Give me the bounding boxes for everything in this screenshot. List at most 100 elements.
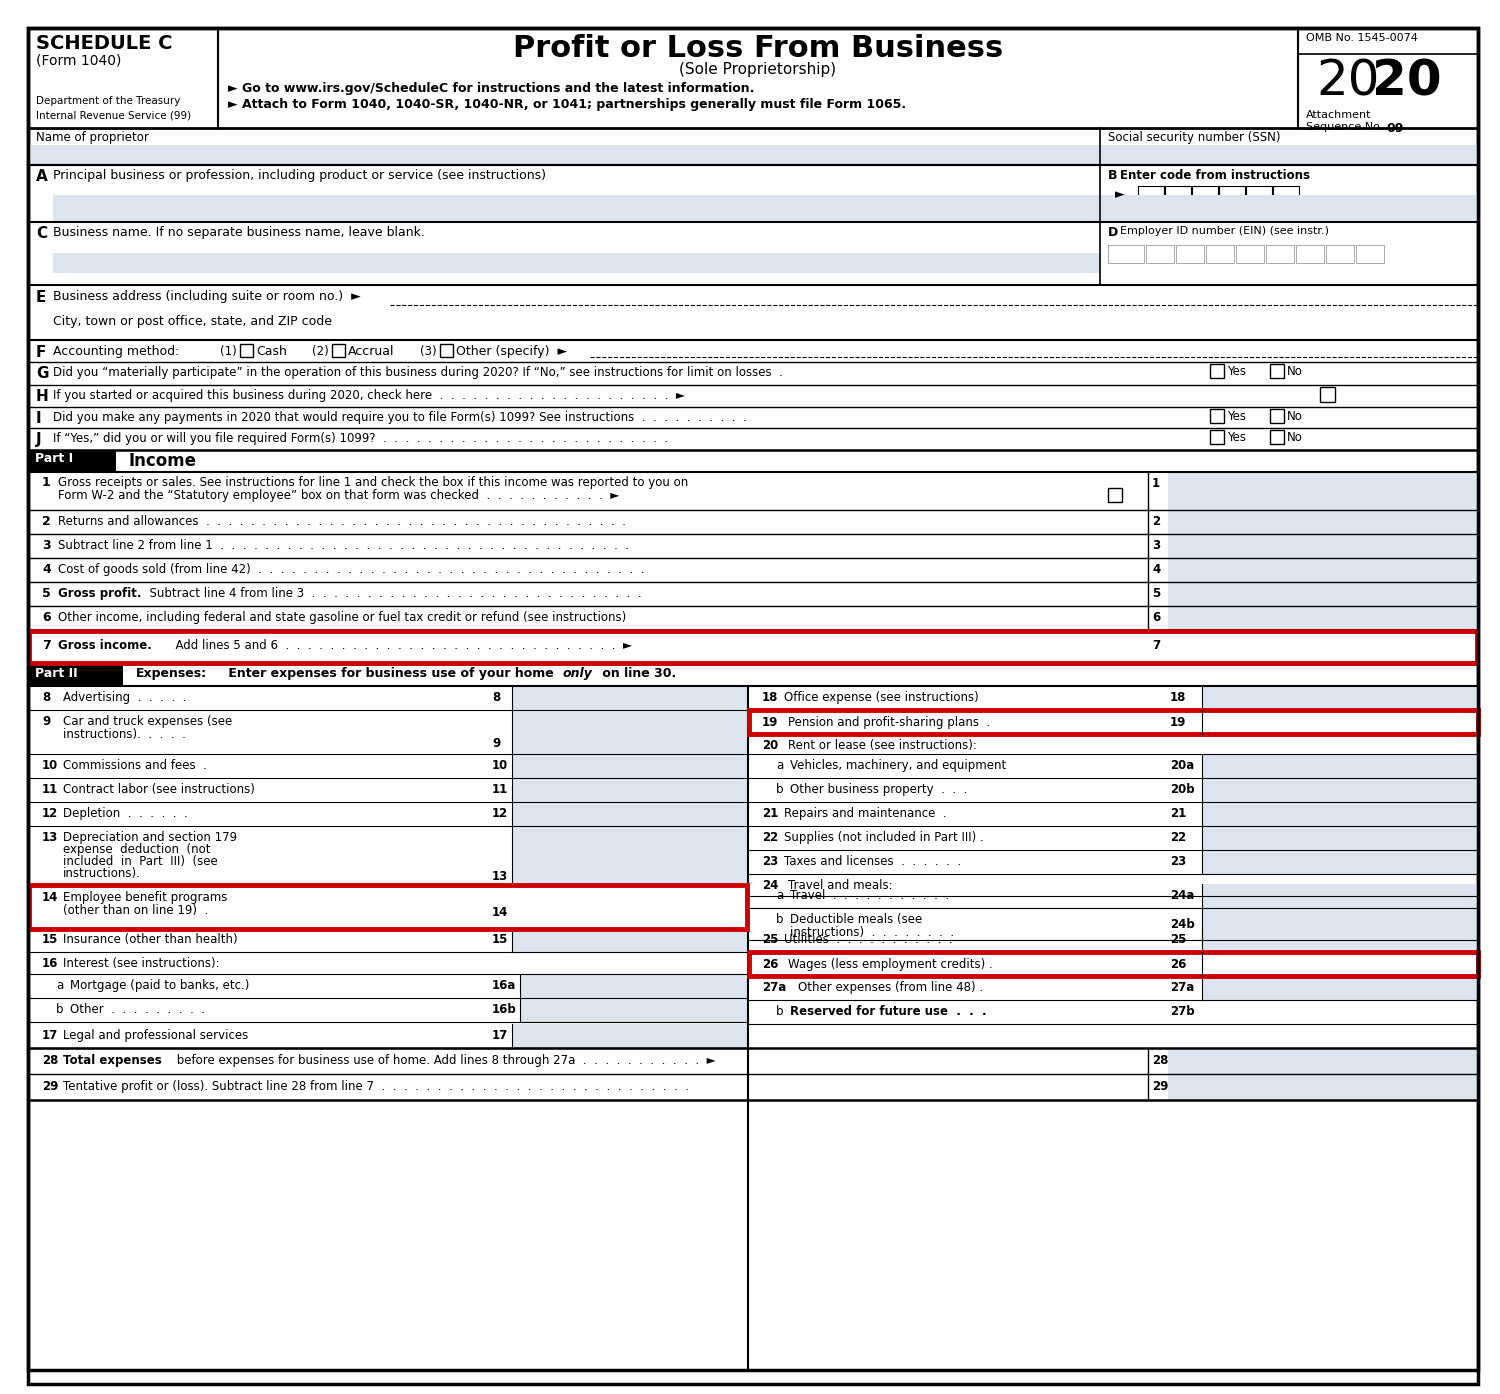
Text: a: a bbox=[776, 889, 783, 902]
Bar bbox=[28, 450, 116, 473]
Text: Did you “materially participate” in the operation of this business during 2020? : Did you “materially participate” in the … bbox=[53, 367, 783, 379]
Bar bbox=[53, 252, 1100, 273]
Text: 20: 20 bbox=[1372, 59, 1442, 106]
Text: (Form 1040): (Form 1040) bbox=[36, 54, 122, 68]
Text: 16b: 16b bbox=[492, 1004, 516, 1016]
Bar bbox=[1203, 778, 1478, 802]
Text: b: b bbox=[776, 1005, 783, 1018]
Text: Supplies (not included in Part III) .: Supplies (not included in Part III) . bbox=[784, 831, 984, 843]
Bar bbox=[1168, 630, 1478, 664]
Text: Enter code from instructions: Enter code from instructions bbox=[1120, 169, 1310, 183]
Text: ►: ► bbox=[1114, 188, 1125, 201]
Bar bbox=[1274, 185, 1299, 204]
Text: 3: 3 bbox=[1152, 539, 1160, 552]
Text: Principal business or profession, including product or service (see instructions: Principal business or profession, includ… bbox=[53, 169, 546, 183]
Text: Pension and profit-sharing plans  .: Pension and profit-sharing plans . bbox=[788, 717, 990, 729]
Bar bbox=[1206, 245, 1234, 263]
Bar bbox=[1210, 408, 1224, 422]
Text: expense  deduction  (not: expense deduction (not bbox=[63, 843, 210, 856]
Text: 23: 23 bbox=[762, 855, 778, 868]
Text: 7: 7 bbox=[1152, 638, 1160, 652]
Bar bbox=[513, 686, 748, 710]
Text: 22: 22 bbox=[1170, 831, 1186, 843]
Text: Profit or Loss From Business: Profit or Loss From Business bbox=[513, 33, 1004, 63]
Text: Business name. If no separate business name, leave blank.: Business name. If no separate business n… bbox=[53, 226, 424, 238]
Text: Enter expenses for business use of your home: Enter expenses for business use of your … bbox=[224, 666, 558, 680]
Bar bbox=[1192, 185, 1218, 204]
Text: 22: 22 bbox=[762, 831, 778, 843]
Text: C: C bbox=[36, 226, 46, 241]
Text: 29: 29 bbox=[1152, 1080, 1168, 1093]
Bar bbox=[1176, 245, 1204, 263]
Text: 8: 8 bbox=[42, 691, 51, 704]
Text: Travel  .  .  .  .  .  .  .  .  .  .  .: Travel . . . . . . . . . . . bbox=[790, 889, 950, 902]
Text: (Sole Proprietorship): (Sole Proprietorship) bbox=[680, 61, 837, 77]
Text: No: No bbox=[1287, 431, 1304, 445]
Bar bbox=[1203, 686, 1478, 710]
Text: 12: 12 bbox=[42, 807, 58, 820]
Text: 2: 2 bbox=[1152, 514, 1160, 528]
Text: (1): (1) bbox=[220, 344, 237, 358]
Text: Depletion  .  .  .  .  .  .: Depletion . . . . . . bbox=[63, 807, 188, 820]
Bar bbox=[1108, 245, 1144, 263]
Bar bbox=[1203, 827, 1478, 850]
Text: 24b: 24b bbox=[1170, 919, 1194, 931]
Text: Employee benefit programs: Employee benefit programs bbox=[63, 891, 228, 903]
Text: ► Go to www.irs.gov/ScheduleC for instructions and the latest information.: ► Go to www.irs.gov/ScheduleC for instru… bbox=[228, 82, 754, 95]
Bar bbox=[332, 344, 345, 357]
Bar bbox=[1270, 408, 1284, 422]
Text: Other income, including federal and state gasoline or fuel tax credit or refund : Other income, including federal and stat… bbox=[58, 611, 627, 625]
Text: 2: 2 bbox=[42, 514, 51, 528]
Text: 16: 16 bbox=[42, 958, 58, 970]
Bar bbox=[513, 802, 748, 827]
Text: I: I bbox=[36, 411, 42, 427]
Text: Social security number (SSN): Social security number (SSN) bbox=[1108, 131, 1281, 144]
Bar bbox=[1168, 606, 1478, 630]
Text: instructions)  .  .  .  .  .  .  .  .: instructions) . . . . . . . . bbox=[790, 926, 954, 940]
Text: 24: 24 bbox=[762, 880, 778, 892]
Text: 5: 5 bbox=[1152, 587, 1161, 599]
Bar bbox=[513, 778, 748, 802]
Text: Internal Revenue Service (99): Internal Revenue Service (99) bbox=[36, 110, 190, 120]
Text: Form W-2 and the “Statutory employee” box on that form was checked  .  .  .  .  : Form W-2 and the “Statutory employee” bo… bbox=[58, 489, 620, 502]
Text: 8: 8 bbox=[492, 691, 500, 704]
Bar bbox=[513, 754, 748, 778]
Text: City, town or post office, state, and ZIP code: City, town or post office, state, and ZI… bbox=[53, 315, 332, 328]
Text: Expenses:: Expenses: bbox=[136, 666, 207, 680]
Text: Subtract line 2 from line 1  .  .  .  .  .  .  .  .  .  .  .  .  .  .  .  .  .  : Subtract line 2 from line 1 . . . . . . … bbox=[58, 539, 628, 552]
Text: Total expenses: Total expenses bbox=[63, 1054, 162, 1066]
Text: Business address (including suite or room no.)  ►: Business address (including suite or roo… bbox=[53, 290, 360, 302]
Text: Cash: Cash bbox=[256, 344, 286, 358]
Bar bbox=[1168, 473, 1478, 510]
Text: Income: Income bbox=[128, 452, 196, 470]
Text: 10: 10 bbox=[492, 758, 508, 772]
Text: 27a: 27a bbox=[1170, 981, 1194, 994]
Text: b: b bbox=[56, 1004, 63, 1016]
Text: Travel and meals:: Travel and meals: bbox=[788, 880, 892, 892]
Text: Attachment: Attachment bbox=[1306, 110, 1371, 120]
Text: SCHEDULE C: SCHEDULE C bbox=[36, 33, 172, 53]
Text: 29: 29 bbox=[42, 1080, 58, 1093]
Text: on line 30.: on line 30. bbox=[598, 666, 676, 680]
Text: b: b bbox=[776, 783, 783, 796]
Text: Yes: Yes bbox=[1227, 410, 1246, 422]
Text: Depreciation and section 179: Depreciation and section 179 bbox=[63, 831, 237, 843]
Text: 6: 6 bbox=[1152, 611, 1161, 625]
Text: Office expense (see instructions): Office expense (see instructions) bbox=[784, 691, 978, 704]
Text: 6: 6 bbox=[42, 611, 51, 625]
Bar bbox=[1203, 907, 1478, 940]
Text: Other expenses (from line 48) .: Other expenses (from line 48) . bbox=[798, 981, 982, 994]
Text: 10: 10 bbox=[42, 758, 58, 772]
Text: Gross income.: Gross income. bbox=[58, 638, 152, 652]
Bar bbox=[1296, 245, 1324, 263]
Bar bbox=[1266, 245, 1294, 263]
Text: OMB No. 1545-0074: OMB No. 1545-0074 bbox=[1306, 33, 1418, 43]
Bar bbox=[1203, 976, 1478, 999]
Bar bbox=[1270, 364, 1284, 378]
Text: Wages (less employment credits) .: Wages (less employment credits) . bbox=[788, 958, 993, 972]
Text: 1: 1 bbox=[1152, 477, 1160, 491]
Text: Deductible meals (see: Deductible meals (see bbox=[790, 913, 922, 926]
Bar bbox=[28, 631, 1478, 664]
Text: 26: 26 bbox=[1170, 958, 1186, 972]
Bar bbox=[53, 195, 1100, 222]
